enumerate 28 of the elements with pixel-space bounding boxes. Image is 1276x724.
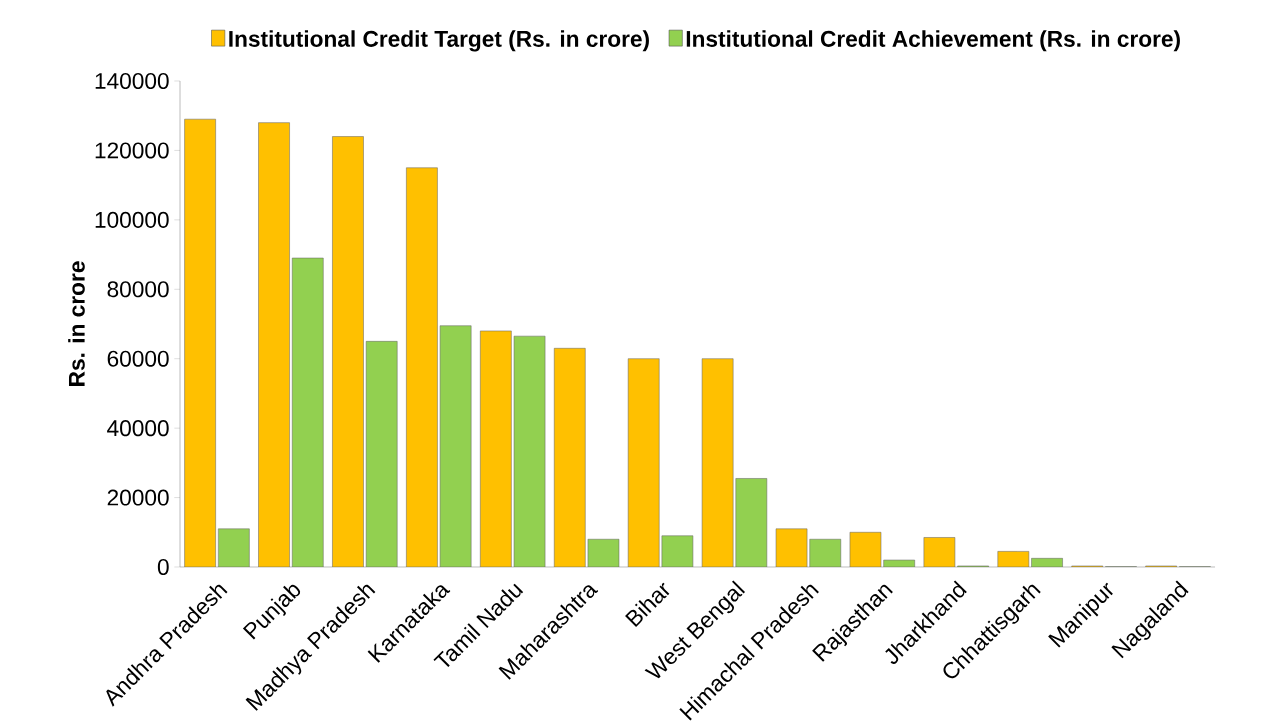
bar <box>809 538 842 567</box>
bar <box>701 358 734 567</box>
bar <box>661 535 694 567</box>
bar <box>291 257 324 567</box>
y-tick-label: 100000 <box>95 211 169 228</box>
bar <box>513 335 546 567</box>
bar <box>439 325 472 567</box>
legend-label: Institutional Credit Target (Rs. in crore) <box>229 30 649 52</box>
y-tick-label: 140000 <box>95 72 169 90</box>
bar <box>735 478 768 567</box>
bar <box>332 136 364 567</box>
bar <box>553 348 586 567</box>
y-axis-title: Rs. in crore <box>68 261 85 386</box>
bar <box>627 358 660 567</box>
bar <box>365 341 398 567</box>
y-tick-label: 40000 <box>107 420 169 437</box>
y-tick-label: 80000 <box>107 281 169 298</box>
y-tick-label: 20000 <box>107 489 169 506</box>
bar <box>480 330 512 567</box>
bar <box>184 118 216 567</box>
y-tick-label: 120000 <box>95 142 169 159</box>
legend-label: Institutional Credit Achievement (Rs. in crore) <box>686 30 1180 52</box>
bar <box>775 528 808 567</box>
bar <box>218 528 250 567</box>
bar <box>406 167 438 567</box>
y-tick-label: 0 <box>157 558 169 576</box>
bar <box>258 122 290 567</box>
y-tick-label: 60000 <box>107 350 169 367</box>
